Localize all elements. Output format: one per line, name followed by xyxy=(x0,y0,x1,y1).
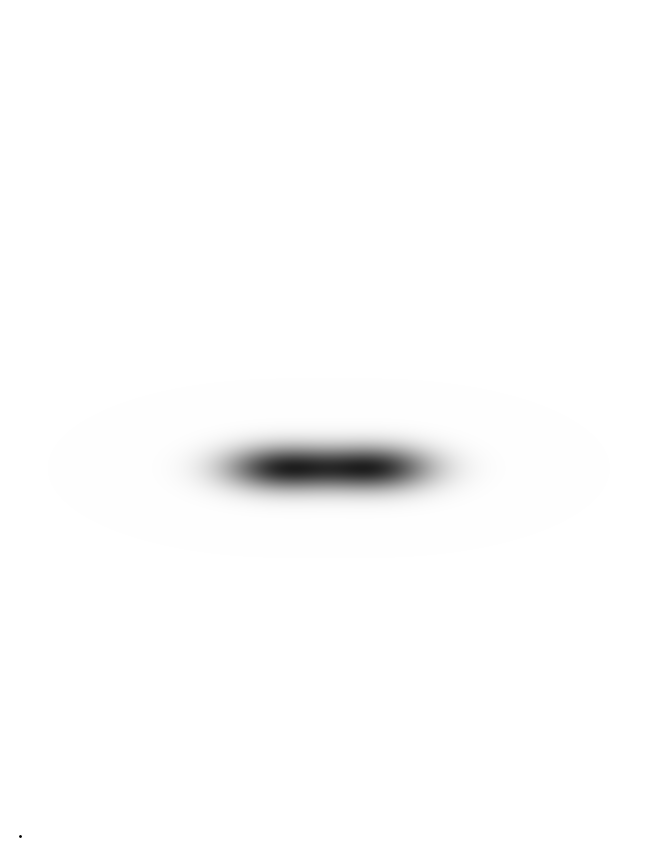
Text: 2: 2 xyxy=(377,66,396,95)
Text: 72 -: 72 - xyxy=(117,147,153,165)
Text: 1: 1 xyxy=(286,66,306,95)
Text: kDa: kDa xyxy=(127,95,166,114)
Text: 17 -: 17 - xyxy=(117,597,153,615)
Text: 26 -: 26 - xyxy=(117,465,153,483)
Text: 10 -: 10 - xyxy=(117,762,153,780)
Text: 55 -: 55 - xyxy=(117,231,153,249)
Text: 43 -: 43 - xyxy=(117,308,153,326)
Text: 34 -: 34 - xyxy=(117,381,153,399)
